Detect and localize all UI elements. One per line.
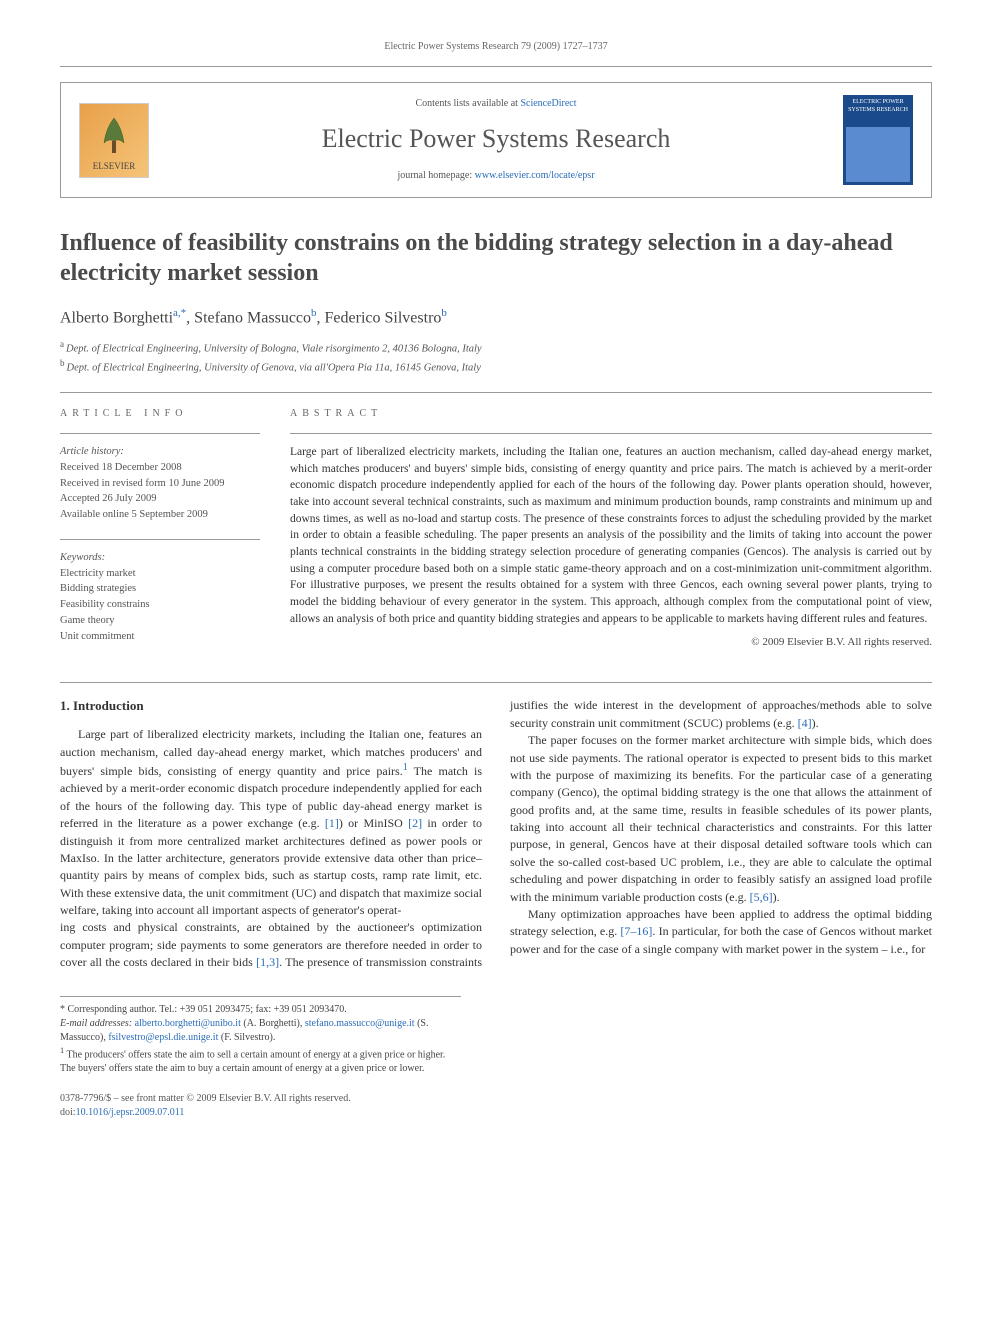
affiliation-label: a xyxy=(60,339,64,349)
doi-prefix: doi: xyxy=(60,1107,76,1118)
doi-line: doi:10.1016/j.epsr.2009.07.011 xyxy=(60,1106,932,1120)
cover-title-text: ELECTRIC POWER SYSTEMS RESEARCH xyxy=(846,98,910,115)
author-name: Stefano Massucco xyxy=(194,309,311,326)
affiliation: bDept. of Electrical Engineering, Univer… xyxy=(60,357,932,376)
body-text: The paper focuses on the former market a… xyxy=(510,733,932,904)
footnotes-block: * Corresponding author. Tel.: +39 051 20… xyxy=(60,996,461,1076)
email-label: E-mail addresses: xyxy=(60,1018,132,1029)
citation-link[interactable]: [4] xyxy=(798,716,812,730)
article-info-heading: article info xyxy=(60,407,260,421)
body-paragraph: Large part of liberalized electricity ma… xyxy=(60,726,482,919)
body-two-column: 1. Introduction Large part of liberalize… xyxy=(60,697,932,971)
history-line: Available online 5 September 2009 xyxy=(60,507,260,523)
author-name: Federico Silvestro xyxy=(325,309,442,326)
publisher-logo-label: ELSEVIER xyxy=(93,160,136,173)
tree-icon xyxy=(94,113,134,158)
citation-link[interactable]: [5,6] xyxy=(750,890,773,904)
journal-cover-thumb: ELECTRIC POWER SYSTEMS RESEARCH xyxy=(843,95,913,185)
email-link[interactable]: stefano.massucco@unige.it xyxy=(305,1018,415,1029)
email-who: (A. Borghetti), xyxy=(243,1018,302,1029)
citation-link[interactable]: [1,3] xyxy=(256,955,279,969)
abstract-copyright: © 2009 Elsevier B.V. All rights reserved… xyxy=(290,635,932,650)
affiliation-text: Dept. of Electrical Engineering, Univers… xyxy=(67,362,481,373)
doi-link[interactable]: 10.1016/j.epsr.2009.07.011 xyxy=(76,1107,185,1118)
abstract-rule xyxy=(290,433,932,434)
running-header: Electric Power Systems Research 79 (2009… xyxy=(60,40,932,54)
body-text: ). xyxy=(773,890,780,904)
header-rule xyxy=(60,66,932,67)
footnote-label: 1 xyxy=(60,1046,64,1055)
history-heading: Article history: xyxy=(60,444,260,460)
abstract-column: abstract Large part of liberalized elect… xyxy=(290,407,932,660)
email-who: (F. Silvestro). xyxy=(221,1032,275,1043)
body-paragraph: Many optimization approaches have been a… xyxy=(510,906,932,958)
affiliation-text: Dept. of Electrical Engineering, Univers… xyxy=(66,343,482,354)
abstract-text: Large part of liberalized electricity ma… xyxy=(290,444,932,627)
author-name: Alberto Borghetti xyxy=(60,309,173,326)
footnote-label: * xyxy=(60,1004,65,1015)
section-rule xyxy=(60,392,932,393)
article-history-block: Article history: Received 18 December 20… xyxy=(60,444,260,523)
section-heading: 1. Introduction xyxy=(60,697,482,716)
article-info-column: article info Article history: Received 1… xyxy=(60,407,260,660)
keyword: Game theory xyxy=(60,613,260,629)
body-text: ) or MinISO xyxy=(339,816,408,830)
affiliation: aDept. of Electrical Engineering, Univer… xyxy=(60,338,932,357)
keywords-heading: Keywords: xyxy=(60,550,260,566)
page-footer: 0378-7796/$ – see front matter © 2009 El… xyxy=(60,1092,932,1120)
sciencedirect-link[interactable]: ScienceDirect xyxy=(520,98,576,109)
author-list: Alberto Borghettia,*, Stefano Massuccob,… xyxy=(60,306,932,330)
author-aff-mark: b xyxy=(441,307,447,319)
email-link[interactable]: alberto.borghetti@unibo.it xyxy=(135,1018,241,1029)
abstract-heading: abstract xyxy=(290,407,932,421)
email-link[interactable]: fsilvestro@epsl.die.unige.it xyxy=(108,1032,218,1043)
cover-image-area xyxy=(846,127,910,182)
homepage-prefix: journal homepage: xyxy=(397,170,474,181)
journal-header-box: ELSEVIER Contents lists available at Sci… xyxy=(60,82,932,198)
author-aff-mark: b xyxy=(311,307,317,319)
affiliation-list: aDept. of Electrical Engineering, Univer… xyxy=(60,338,932,376)
journal-homepage-link[interactable]: www.elsevier.com/locate/epsr xyxy=(475,170,595,181)
citation-link[interactable]: [7–16] xyxy=(620,924,652,938)
info-rule xyxy=(60,539,260,540)
info-abstract-row: article info Article history: Received 1… xyxy=(60,407,932,660)
affiliation-label: b xyxy=(60,358,65,368)
history-line: Accepted 26 July 2009 xyxy=(60,491,260,507)
body-text: in order to distinguish it from more cen… xyxy=(60,816,482,917)
history-line: Received 18 December 2008 xyxy=(60,460,260,476)
body-text: ). xyxy=(812,716,819,730)
article-title: Influence of feasibility constrains on t… xyxy=(60,228,932,288)
journal-homepage-line: journal homepage: www.elsevier.com/locat… xyxy=(169,169,823,183)
body-paragraph: The paper focuses on the former market a… xyxy=(510,732,932,906)
keyword: Unit commitment xyxy=(60,629,260,645)
keyword: Bidding strategies xyxy=(60,581,260,597)
contents-available-line: Contents lists available at ScienceDirec… xyxy=(169,97,823,111)
contents-prefix: Contents lists available at xyxy=(415,98,520,109)
journal-name: Electric Power Systems Research xyxy=(169,121,823,157)
author-aff-mark: a,* xyxy=(173,307,186,319)
footnote-text: Corresponding author. Tel.: +39 051 2093… xyxy=(68,1004,347,1015)
keyword: Feasibility constrains xyxy=(60,597,260,613)
history-line: Received in revised form 10 June 2009 xyxy=(60,476,260,492)
keywords-block: Keywords: Electricity market Bidding str… xyxy=(60,550,260,645)
citation-link[interactable]: [1] xyxy=(325,816,339,830)
info-rule xyxy=(60,433,260,434)
publisher-logo: ELSEVIER xyxy=(79,103,149,178)
corresponding-author-note: * Corresponding author. Tel.: +39 051 20… xyxy=(60,1003,461,1017)
citation-link[interactable]: [2] xyxy=(408,816,422,830)
footnote-text: The producers' offers state the aim to s… xyxy=(60,1049,445,1074)
journal-header-center: Contents lists available at ScienceDirec… xyxy=(169,97,823,183)
footnote-1: 1 The producers' offers state the aim to… xyxy=(60,1045,461,1076)
keyword: Electricity market xyxy=(60,566,260,582)
section-rule xyxy=(60,682,932,683)
issn-copyright-line: 0378-7796/$ – see front matter © 2009 El… xyxy=(60,1092,932,1106)
email-addresses-line: E-mail addresses: alberto.borghetti@unib… xyxy=(60,1017,461,1045)
